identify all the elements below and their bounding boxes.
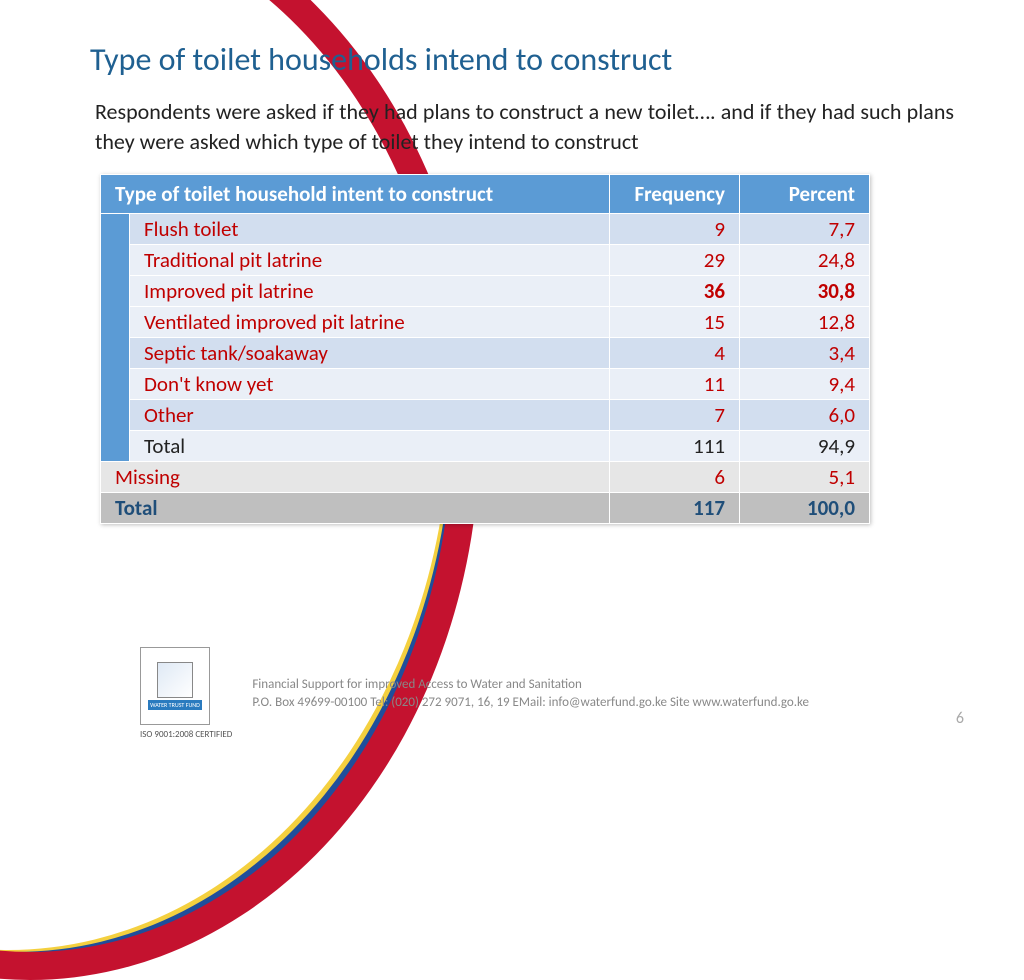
page-number: 6 bbox=[956, 709, 964, 728]
table-row: Ventilated improved pit latrine 15 12,8 bbox=[101, 307, 870, 338]
toilet-type-table: Type of toilet household intent to const… bbox=[100, 174, 870, 524]
missing-row: Missing 6 5,1 bbox=[101, 462, 870, 493]
logo-block: WATER TRUST FUND ISO 9001:2008 CERTIFIED bbox=[140, 647, 232, 740]
iso-cert-text: ISO 9001:2008 CERTIFIED bbox=[140, 729, 232, 740]
table-row: Traditional pit latrine 29 24,8 bbox=[101, 245, 870, 276]
subtotal-row: Total 111 94,9 bbox=[101, 431, 870, 462]
side-strip bbox=[101, 214, 130, 462]
footer-line-2: P.O. Box 49699-00100 Tel: (020) 272 9071… bbox=[252, 694, 809, 712]
logo-banner: WATER TRUST FUND bbox=[148, 700, 202, 710]
table-row-highlight: Improved pit latrine 36 30,8 bbox=[101, 276, 870, 307]
intro-text: Respondents were asked if they had plans… bbox=[95, 97, 954, 156]
footer-line-1: Financial Support for improved Access to… bbox=[252, 676, 809, 694]
grand-total-row: Total 117 100,0 bbox=[101, 493, 870, 524]
slide-title: Type of toilet households intend to cons… bbox=[90, 40, 954, 79]
org-logo: WATER TRUST FUND bbox=[140, 647, 210, 725]
table-row: Septic tank/soakaway 4 3,4 bbox=[101, 338, 870, 369]
table-row: Don't know yet 11 9,4 bbox=[101, 369, 870, 400]
footer-text: Financial Support for improved Access to… bbox=[252, 676, 809, 711]
slide-content: Type of toilet households intend to cons… bbox=[0, 0, 1024, 524]
table-row: Flush toilet 9 7,7 bbox=[101, 214, 870, 245]
col-header-frequency: Frequency bbox=[610, 175, 740, 214]
col-header-percent: Percent bbox=[740, 175, 870, 214]
table-row: Other 7 6,0 bbox=[101, 400, 870, 431]
slide-footer: WATER TRUST FUND ISO 9001:2008 CERTIFIED… bbox=[140, 647, 984, 740]
logo-map-icon bbox=[157, 662, 193, 698]
col-header-type: Type of toilet household intent to const… bbox=[101, 175, 610, 214]
